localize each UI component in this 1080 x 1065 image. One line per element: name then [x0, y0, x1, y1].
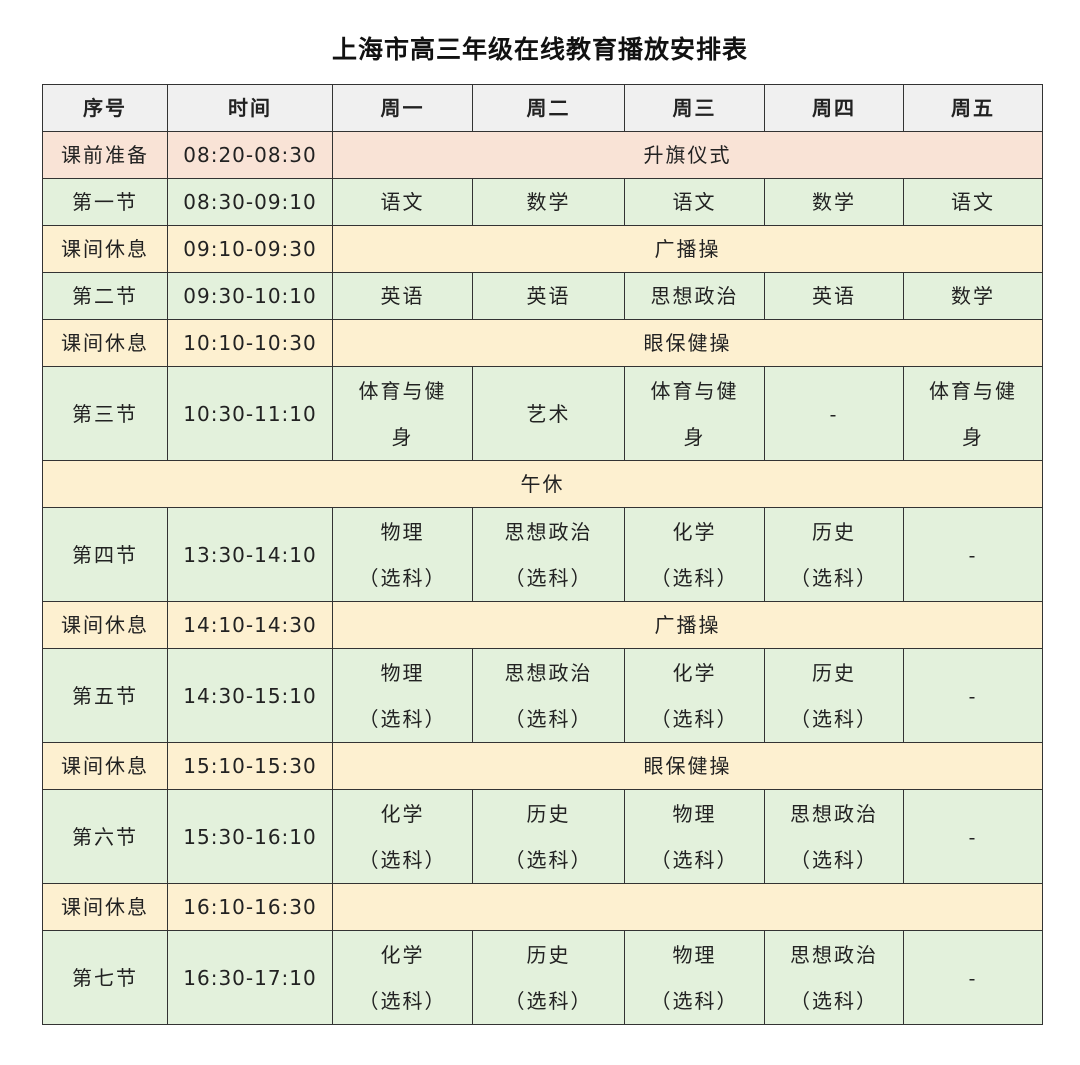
activity-cell: 眼保健操 — [332, 319, 1043, 367]
subject-cell: - — [903, 930, 1043, 1025]
subject-cell: 数学 — [472, 178, 625, 226]
table-row: 午休 — [42, 460, 1043, 508]
subject-cell: 思想政治 （选科） — [472, 648, 625, 743]
subject-cell: 历史 （选科） — [764, 507, 904, 602]
table-row: 第七节 16:30-17:10 化学 （选科） 历史 （选科） 物理 （选科） 思想政治 … — [42, 930, 1043, 1025]
table-row: 课前准备 08:20-08:30 升旗仪式 — [42, 131, 1043, 179]
time-cell: 14:10-14:30 — [167, 601, 333, 649]
activity-cell: 眼保健操 — [332, 742, 1043, 790]
subject-cell: - — [903, 789, 1043, 884]
time-cell: 09:10-09:30 — [167, 225, 333, 273]
subject-cell: 英语 — [332, 272, 473, 320]
table-row: 课间休息 15:10-15:30 眼保健操 — [42, 742, 1043, 790]
time-cell: 13:30-14:10 — [167, 507, 333, 602]
column-header: 周二 — [472, 84, 625, 132]
column-header: 周四 — [764, 84, 904, 132]
period-label: 第二节 — [42, 272, 168, 320]
time-cell: 16:30-17:10 — [167, 930, 333, 1025]
page-title: 上海市高三年级在线教育播放安排表 — [331, 35, 748, 64]
period-label: 第四节 — [42, 507, 168, 602]
time-cell: 10:10-10:30 — [167, 319, 333, 367]
column-header: 周三 — [624, 84, 765, 132]
subject-cell: 思想政治 （选科） — [764, 789, 904, 884]
activity-cell: 升旗仪式 — [332, 131, 1043, 179]
period-label: 课间休息 — [42, 883, 168, 931]
table-row: 课间休息 09:10-09:30 广播操 — [42, 225, 1043, 273]
subject-cell: 体育与健 身 — [624, 366, 765, 461]
subject-cell: 数学 — [903, 272, 1043, 320]
full-row-cell: 午休 — [42, 460, 1043, 508]
subject-cell: 英语 — [764, 272, 904, 320]
time-cell: 15:30-16:10 — [167, 789, 333, 884]
time-cell: 15:10-15:30 — [167, 742, 333, 790]
time-cell: 14:30-15:10 — [167, 648, 333, 743]
schedule-table: 序号 时间 周一 周二 周三 周四 周五 课前准备 08:20-08:30 升旗仪式 第一节 08:… — [42, 84, 1043, 1025]
subject-cell: 化学 （选科） — [332, 789, 473, 884]
table-row: 第六节 15:30-16:10 化学 （选科） 历史 （选科） 物理 （选科） 思想政治 … — [42, 789, 1043, 884]
subject-cell: - — [903, 507, 1043, 602]
column-header: 周一 — [332, 84, 473, 132]
activity-cell: 广播操 — [332, 601, 1043, 649]
subject-cell: 化学 （选科） — [332, 930, 473, 1025]
subject-cell: 艺术 — [472, 366, 625, 461]
period-label: 课间休息 — [42, 319, 168, 367]
period-label: 课间休息 — [42, 742, 168, 790]
subject-cell: 体育与健 身 — [332, 366, 473, 461]
subject-cell: 思想政治 （选科） — [472, 507, 625, 602]
column-header: 序号 — [42, 84, 168, 132]
subject-cell: 语文 — [332, 178, 473, 226]
subject-cell: 化学 （选科） — [624, 507, 765, 602]
subject-cell: 物理 （选科） — [332, 648, 473, 743]
time-cell: 09:30-10:10 — [167, 272, 333, 320]
period-label: 第六节 — [42, 789, 168, 884]
time-cell: 08:20-08:30 — [167, 131, 333, 179]
subject-cell: 英语 — [472, 272, 625, 320]
subject-cell: 化学 （选科） — [624, 648, 765, 743]
table-row: 课间休息 14:10-14:30 广播操 — [42, 601, 1043, 649]
table-row: 第一节 08:30-09:10 语文 数学 语文 数学 语文 — [42, 178, 1043, 226]
period-label: 第一节 — [42, 178, 168, 226]
subject-cell: 历史 （选科） — [472, 930, 625, 1025]
subject-cell: 物理 （选科） — [332, 507, 473, 602]
activity-cell: 广播操 — [332, 225, 1043, 273]
table-row: 第二节 09:30-10:10 英语 英语 思想政治 英语 数学 — [42, 272, 1043, 320]
column-header: 时间 — [167, 84, 333, 132]
subject-cell: 语文 — [624, 178, 765, 226]
time-cell: 10:30-11:10 — [167, 366, 333, 461]
table-row: 第四节 13:30-14:10 物理 （选科） 思想政治 （选科） 化学 （选科） 历史 … — [42, 507, 1043, 602]
subject-cell: 语文 — [903, 178, 1043, 226]
subject-cell: 物理 （选科） — [624, 789, 765, 884]
period-label: 课间休息 — [42, 225, 168, 273]
time-cell: 16:10-16:30 — [167, 883, 333, 931]
table-row: 第三节 10:30-11:10 体育与健 身艺术 体育与健 身 - 体育与健 身 — [42, 366, 1043, 461]
column-header: 周五 — [903, 84, 1043, 132]
period-label: 第三节 — [42, 366, 168, 461]
activity-cell — [332, 883, 1043, 931]
time-cell: 08:30-09:10 — [167, 178, 333, 226]
subject-cell: 物理 （选科） — [624, 930, 765, 1025]
table-row: 课间休息 10:10-10:30 眼保健操 — [42, 319, 1043, 367]
subject-cell: 历史 （选科） — [472, 789, 625, 884]
table-row: 第五节 14:30-15:10 物理 （选科） 思想政治 （选科） 化学 （选科） 历史 … — [42, 648, 1043, 743]
header-row: 序号 时间 周一 周二 周三 周四 周五 — [42, 84, 1043, 132]
subject-cell: 思想政治 （选科） — [764, 930, 904, 1025]
period-label: 课间休息 — [42, 601, 168, 649]
table-row: 课间休息 16:10-16:30 — [42, 883, 1043, 931]
subject-cell: - — [764, 366, 904, 461]
subject-cell: 数学 — [764, 178, 904, 226]
subject-cell: - — [903, 648, 1043, 743]
period-label: 第七节 — [42, 930, 168, 1025]
period-label: 课前准备 — [42, 131, 168, 179]
subject-cell: 历史 （选科） — [764, 648, 904, 743]
subject-cell: 思想政治 — [624, 272, 765, 320]
period-label: 第五节 — [42, 648, 168, 743]
subject-cell: 体育与健 身 — [903, 366, 1043, 461]
